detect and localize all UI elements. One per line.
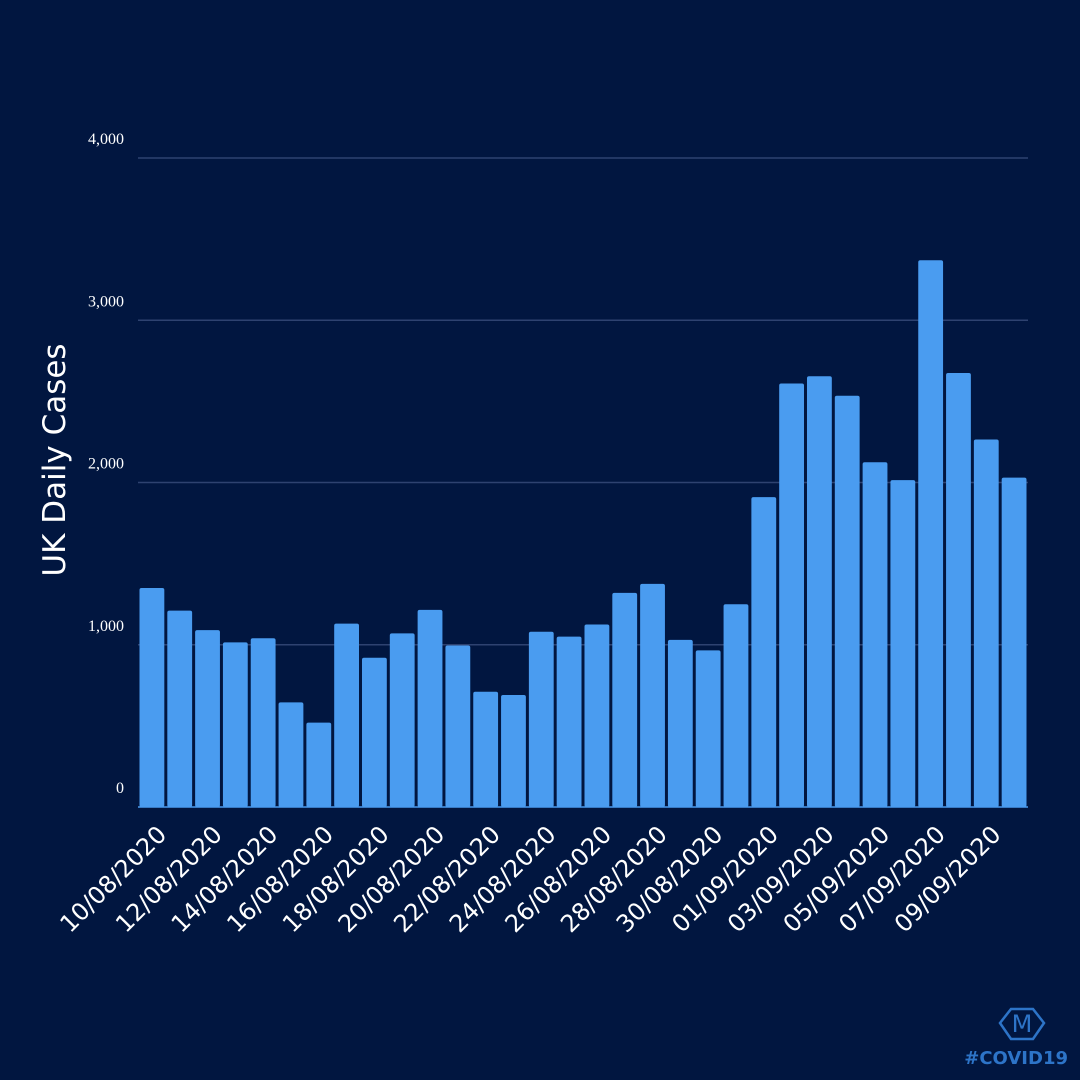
bar (695, 650, 721, 807)
bar (862, 462, 888, 807)
y-tick-label: 4,000 (88, 131, 124, 148)
bar (389, 633, 415, 807)
y-axis-ticks: 0 1,000 2,000 3,000 4,000 (88, 131, 124, 797)
bar (612, 592, 638, 807)
bar (556, 636, 582, 807)
bar (501, 695, 526, 807)
y-tick-label: 1,000 (88, 618, 124, 635)
bars (138, 260, 1028, 808)
bar (222, 642, 248, 807)
bar (528, 631, 554, 807)
bar (445, 645, 471, 807)
y-tick-label: 3,000 (88, 293, 124, 310)
bar (417, 609, 443, 807)
bar (723, 604, 749, 807)
bar (640, 583, 665, 807)
bar (250, 638, 276, 807)
bar (918, 260, 944, 807)
bar (167, 610, 193, 807)
bar (473, 691, 499, 807)
bar (362, 657, 387, 807)
bar (195, 630, 220, 807)
covid-hashtag: #COVID19 (964, 1048, 1068, 1069)
bar (1001, 477, 1027, 807)
bar (667, 639, 693, 807)
y-tick-label: 2,000 (88, 456, 124, 473)
y-axis-title: UK Daily Cases (37, 343, 73, 576)
bar (584, 624, 610, 807)
y-tick-label: 0 (116, 780, 124, 797)
bar (946, 372, 971, 807)
bar (890, 480, 916, 807)
bar (139, 587, 165, 807)
bar (278, 702, 304, 807)
bar (751, 497, 777, 807)
bar (807, 376, 832, 807)
bar (834, 395, 860, 807)
logo-letter: M (1012, 1010, 1033, 1038)
bar (306, 722, 332, 807)
bar (334, 623, 359, 807)
brand-logo: M (998, 1007, 1046, 1041)
bar (973, 439, 999, 807)
hexagon-icon (998, 1007, 1046, 1041)
bar (779, 383, 804, 807)
